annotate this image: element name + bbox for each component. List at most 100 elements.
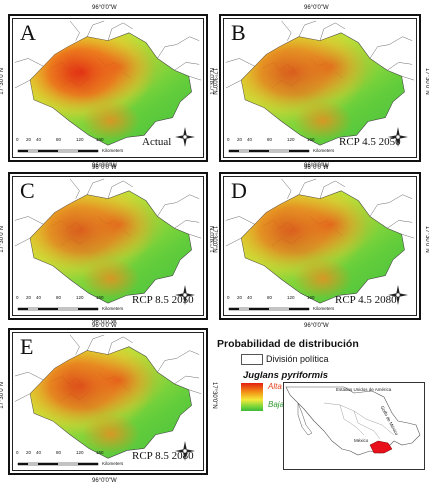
legend-high: Alta <box>268 382 282 391</box>
scale-tick-label: 20 <box>237 137 243 142</box>
north-arrow-icon <box>175 285 195 305</box>
scenario-label: RCP 8.5 2050 <box>132 294 194 306</box>
state-map <box>225 178 415 304</box>
political-boundaries <box>14 334 202 402</box>
scale-tick-label: 160 <box>96 295 104 300</box>
scenario-label: RCP 4.5 2080 <box>335 294 397 306</box>
scale-tick-label: 80 <box>267 295 273 300</box>
map-neatline <box>223 176 417 316</box>
probability-gradient <box>241 383 263 411</box>
latitude-label-left: 17°30'0"N <box>0 68 5 95</box>
longitude-label-top: 96°0'0"W <box>92 319 117 325</box>
map-neatline <box>12 176 204 316</box>
longitude-label-top: 96°0'0"W <box>304 5 329 11</box>
scale-tick-label: 20 <box>26 450 32 455</box>
scale-tick-label: 160 <box>307 295 315 300</box>
longitude-label-bottom: 96°0'0"W <box>304 165 329 171</box>
scale-tick-label: 80 <box>56 450 62 455</box>
map-neatline <box>12 332 204 471</box>
scale-bar <box>17 307 99 311</box>
scale-tick-label: 0 <box>16 450 19 455</box>
north-arrow-icon <box>175 127 195 147</box>
latitude-label-right: 17°30'0"N <box>424 68 429 95</box>
scale-tick-label: 40 <box>36 450 42 455</box>
longitude-label-top: 96°0'0"W <box>92 163 117 169</box>
scenario-label: Actual <box>142 136 172 148</box>
scale-tick-label: 40 <box>36 137 42 142</box>
scale-bar <box>228 149 310 153</box>
latitude-label-right: 17°30'0"N <box>424 226 429 253</box>
panel-letter: C <box>20 178 35 203</box>
scale-tick-label: 40 <box>247 295 253 300</box>
latitude-label-left: 17°30'0"N <box>0 381 5 409</box>
scale-tick-label: 160 <box>96 137 104 142</box>
scale-tick-label: 120 <box>76 295 84 300</box>
longitude-label-bottom: 96°0'0"W <box>304 323 329 329</box>
state-map <box>14 20 202 146</box>
scale-tick-label: 20 <box>26 295 32 300</box>
political-boundaries <box>225 178 415 247</box>
scale-tick-label: 20 <box>237 295 243 300</box>
scale-tick-label: 0 <box>227 137 230 142</box>
scale-tick-label: 160 <box>307 137 315 142</box>
panel-letter: E <box>20 334 34 359</box>
state-map <box>225 20 415 146</box>
panel-letter: B <box>231 20 246 45</box>
political-boundaries <box>14 178 202 247</box>
latitude-label-left: 17°30'0"N <box>210 226 216 253</box>
map-panel-c: 96°0'0"W 96°0'0"W 17°30'0"N 17°30'0"N C … <box>0 163 217 329</box>
longitude-label-top: 96°0'0"W <box>92 5 117 11</box>
scale-unit-label: Kilometers <box>313 148 335 153</box>
scale-tick-label: 80 <box>267 137 273 142</box>
scale-tick-label: 80 <box>56 137 62 142</box>
scale-tick-label: 120 <box>76 137 84 142</box>
scale-tick-label: 0 <box>16 295 19 300</box>
scale-tick-label: 120 <box>287 137 295 142</box>
inset-usa-label: Estados Unidos de América <box>336 387 392 392</box>
political-boundaries <box>14 20 202 89</box>
latitude-label-right: 17°30'0"N <box>211 68 217 95</box>
longitude-label-bottom: 96°0'0"W <box>92 478 117 484</box>
legend-title: Probabilidad de distribución <box>217 338 359 350</box>
scale-tick-label: 160 <box>96 450 104 455</box>
scale-bar <box>17 149 99 153</box>
latitude-label-right: 17°30'0"N <box>211 226 217 253</box>
scale-tick-label: 80 <box>56 295 62 300</box>
scale-bar <box>17 462 99 466</box>
legend-low: Baja <box>268 400 285 409</box>
latitude-label-right: 17°30'0"N <box>211 381 217 409</box>
state-map <box>14 178 202 304</box>
map-panel-b: 96°0'0"W 96°0'0"W 17°30'0"N 17°30'0"N B … <box>210 5 429 171</box>
scale-bar <box>228 307 310 311</box>
map-neatline <box>223 18 417 158</box>
species-label: Juglans pyriformis <box>243 370 328 381</box>
map-panel-e: 96°0'0"W 96°0'0"W 17°30'0"N 17°30'0"N E … <box>0 319 217 484</box>
longitude-label-top: 96°0'0"W <box>304 163 329 169</box>
oaxaca-highlight <box>369 440 393 454</box>
scale-unit-label: Kilometers <box>313 306 335 311</box>
scale-tick-label: 40 <box>36 295 42 300</box>
location-inset-map: Estados Unidos de América Golfo de Méxic… <box>283 382 425 470</box>
latitude-label-left: 17°30'0"N <box>0 226 5 253</box>
scale-unit-label: Kilometers <box>102 148 124 153</box>
longitude-label-bottom: 96°0'0"W <box>92 165 117 171</box>
political-boundaries <box>225 20 415 89</box>
inset-mexico-label: México <box>354 438 369 443</box>
political-division-label: División política <box>266 354 329 364</box>
state-map <box>14 334 202 459</box>
scale-tick-label: 40 <box>247 137 253 142</box>
scenario-label: RCP 8.5 2080 <box>132 450 194 462</box>
map-panel-d: 96°0'0"W 96°0'0"W 17°30'0"N 17°30'0"N D … <box>210 163 429 329</box>
scale-tick-label: 0 <box>16 137 19 142</box>
latitude-label-left: 17°30'0"N <box>210 68 216 95</box>
north-arrow-icon <box>388 127 408 147</box>
political-division-swatch <box>241 354 263 365</box>
scenario-label: RCP 4.5 2050 <box>339 136 401 148</box>
map-panel-a: 96°0'0"W 96°0'0"W 17°30'0"N 17°30'0"N A … <box>0 5 217 171</box>
scale-tick-label: 120 <box>76 450 84 455</box>
scale-unit-label: Kilometers <box>102 461 124 466</box>
panel-letter: A <box>20 20 36 45</box>
north-arrow-icon <box>175 441 195 461</box>
scale-unit-label: Kilometers <box>102 306 124 311</box>
scale-tick-label: 120 <box>287 295 295 300</box>
